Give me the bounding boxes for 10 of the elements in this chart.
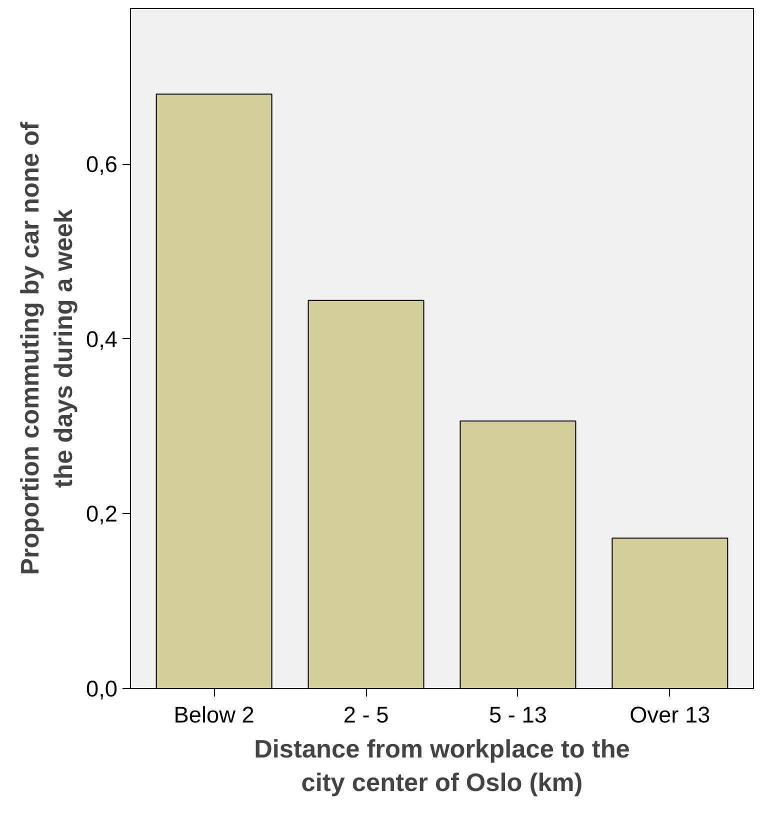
y-tick-label: 0,4 — [86, 326, 118, 352]
x-tick-label: Below 2 — [174, 702, 254, 728]
y-tick-label: 0,6 — [86, 151, 118, 178]
x-axis-title: Distance from workplace to the city center of Oslo (km) — [254, 736, 630, 798]
x-tick-label: Over 13 — [630, 702, 710, 728]
x-tick-label: 2 - 5 — [343, 702, 389, 728]
y-tick-label: 0,0 — [86, 676, 118, 702]
x-tick-label: 5 - 13 — [489, 702, 547, 728]
y-axis-title: Proportion commuting by car none of the days during a week — [16, 121, 78, 576]
y-tick-label: 0,2 — [86, 500, 118, 527]
